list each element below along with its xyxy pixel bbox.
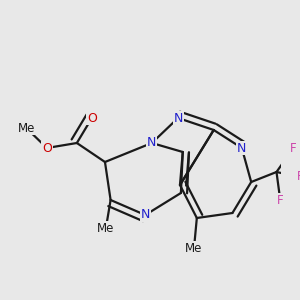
Text: N: N — [173, 112, 183, 124]
Text: F: F — [297, 170, 300, 184]
Text: O: O — [42, 142, 52, 154]
Text: Me: Me — [185, 242, 203, 254]
Text: Me: Me — [97, 221, 115, 235]
Text: N: N — [147, 136, 157, 149]
Text: Me: Me — [18, 122, 35, 134]
Text: F: F — [277, 194, 284, 206]
Text: N: N — [141, 208, 150, 221]
Text: N: N — [237, 142, 247, 154]
Text: F: F — [290, 142, 297, 154]
Text: O: O — [87, 112, 97, 124]
